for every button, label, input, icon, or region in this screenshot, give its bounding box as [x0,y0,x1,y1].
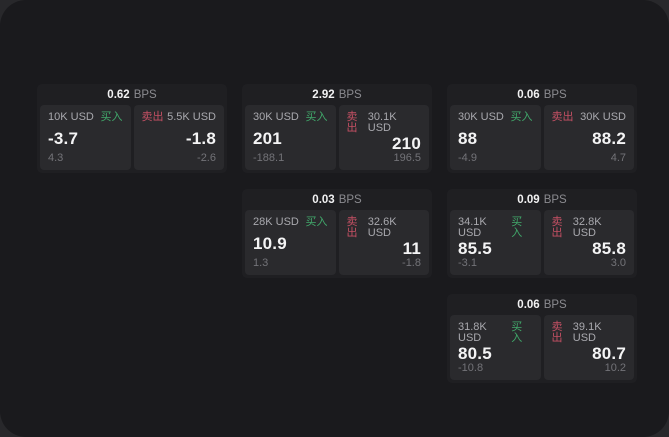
buy-amount: 34.1K USD [458,216,487,239]
bps-unit-label: BPS [543,88,567,101]
quote-panels: 31.8K USD 买入 80.5 -10.8 卖出 39.1K USD 80.… [450,315,634,380]
buy-price: -3.7 [48,128,79,148]
card-header: 0.62 BPS [40,84,224,105]
sell-panel[interactable]: 卖出 39.1K USD 80.7 10.2 [543,315,634,380]
bps-unit-label: BPS [338,193,362,206]
sell-panel[interactable]: 卖出 30K USD 88.2 4.7 [543,105,634,170]
sell-panel[interactable]: 卖出 30.1K USD 210 196.5 [338,105,429,170]
card-header: 2.92 BPS [245,84,429,105]
sell-price: 80.7 [592,344,626,363]
buy-price: 80.5 [458,344,492,363]
bps-value: 0.06 [517,88,540,101]
sell-price: 85.8 [592,239,626,258]
buy-amount: 10K USD [48,111,94,123]
sell-label: 卖出 [551,216,563,239]
sell-price: 210 [392,134,421,153]
quote-card-4: 0.09 BPS 34.1K USD 买入 85.5 -3.1 卖出 32.8K… [447,189,637,278]
sell-panel[interactable]: 卖出 32.8K USD 85.8 3.0 [543,210,634,275]
sell-sub-value: -1.8 [402,257,421,269]
sell-price: 88.2 [592,128,626,148]
buy-panel[interactable]: 34.1K USD 买入 85.5 -3.1 [450,210,541,275]
sell-amount: 30K USD [580,111,626,123]
quote-panels: 30K USD 买入 88 -4.9 卖出 30K USD 88.2 4.7 [450,105,634,170]
buy-amount: 31.8K USD [458,321,487,344]
bps-value: 0.09 [517,193,540,206]
sell-panel[interactable]: 卖出 32.6K USD 11 -1.8 [338,210,429,275]
card-header: 0.03 BPS [245,189,429,210]
buy-label: 买入 [305,216,328,228]
sell-amount: 32.6K USD [367,216,397,239]
sell-amount: 30.1K USD [367,111,397,134]
bps-value: 0.03 [312,193,335,206]
bps-unit-label: BPS [543,298,567,311]
quote-panels: 30K USD 买入 201 -188.1 卖出 30.1K USD 210 1… [245,105,429,170]
buy-amount: 30K USD [253,111,299,123]
buy-amount: 28K USD [253,216,299,228]
bps-unit-label: BPS [543,193,567,206]
card-header: 0.06 BPS [450,84,634,105]
buy-sub-value: -4.9 [458,152,477,164]
quote-card-3: 0.03 BPS 28K USD 买入 10.9 1.3 卖出 32.6K US… [242,189,432,278]
buy-panel[interactable]: 31.8K USD 买入 80.5 -10.8 [450,315,541,380]
sell-amount: 32.8K USD [572,216,602,239]
buy-panel[interactable]: 30K USD 买入 88 -4.9 [450,105,541,170]
sell-sub-value: 196.5 [393,152,421,164]
bps-value: 2.92 [312,88,335,101]
buy-price: 10.9 [253,233,287,253]
sell-label: 卖出 [346,111,358,134]
sell-label: 卖出 [141,111,164,123]
buy-price: 88 [458,128,478,148]
buy-amount: 30K USD [458,111,504,123]
bps-unit-label: BPS [338,88,362,101]
buy-panel[interactable]: 10K USD 买入 -3.7 4.3 [40,105,131,170]
sell-sub-value: -2.6 [197,152,216,164]
buy-label: 买入 [511,216,523,239]
buy-label: 买入 [511,321,523,344]
quote-card-1: 2.92 BPS 30K USD 买入 201 -188.1 卖出 30.1K … [242,84,432,173]
buy-sub-value: 1.3 [253,257,269,269]
bps-unit-label: BPS [133,88,157,101]
bps-value: 0.62 [107,88,130,101]
buy-label: 买入 [100,111,123,123]
sell-sub-value: 3.0 [610,257,626,269]
buy-price: 201 [253,128,282,148]
buy-price: 85.5 [458,239,492,258]
buy-panel[interactable]: 30K USD 买入 201 -188.1 [245,105,336,170]
bps-value: 0.06 [517,298,540,311]
quote-card-5: 0.06 BPS 31.8K USD 买入 80.5 -10.8 卖出 39.1… [447,294,637,383]
sell-amount: 39.1K USD [572,321,602,344]
sell-price: 11 [402,239,421,258]
buy-sub-value: 4.3 [48,152,64,164]
card-header: 0.09 BPS [450,189,634,210]
quote-panels: 34.1K USD 买入 85.5 -3.1 卖出 32.8K USD 85.8… [450,210,634,275]
buy-sub-value: -3.1 [458,257,477,269]
sell-amount: 5.5K USD [167,111,216,123]
quote-card-0: 0.62 BPS 10K USD 买入 -3.7 4.3 卖出 5.5K USD [37,84,227,173]
quote-panels: 28K USD 买入 10.9 1.3 卖出 32.6K USD 11 -1.8 [245,210,429,275]
sell-panel[interactable]: 卖出 5.5K USD -1.8 -2.6 [133,105,224,170]
buy-sub-value: -188.1 [253,152,285,164]
buy-panel[interactable]: 28K USD 买入 10.9 1.3 [245,210,336,275]
sell-label: 卖出 [551,111,574,123]
buy-label: 买入 [305,111,328,123]
sell-label: 卖出 [346,216,358,239]
sell-sub-value: 10.2 [604,362,626,374]
sell-price: -1.8 [185,128,216,148]
buy-label: 买入 [510,111,533,123]
buy-sub-value: -10.8 [458,362,484,374]
sell-label: 卖出 [551,321,563,344]
quote-card-2: 0.06 BPS 30K USD 买入 88 -4.9 卖出 30K USD [447,84,637,173]
quote-panels: 10K USD 买入 -3.7 4.3 卖出 5.5K USD -1.8 -2.… [40,105,224,170]
card-header: 0.06 BPS [450,294,634,315]
sell-sub-value: 4.7 [610,152,626,164]
quote-cards-grid: 0.62 BPS 10K USD 买入 -3.7 4.3 卖出 5.5K USD [37,84,637,383]
